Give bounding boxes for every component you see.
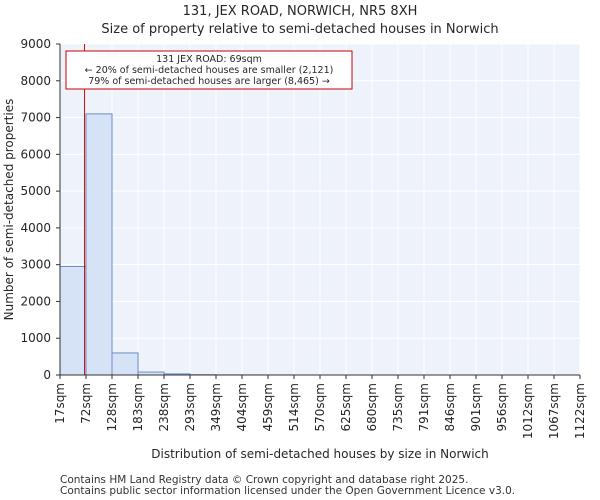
x-axis-label: Distribution of semi-detached houses by … [151, 447, 489, 461]
x-tick-label: 72sqm [79, 383, 93, 424]
x-tick-label: 238sqm [157, 383, 171, 431]
x-tick-label: 183sqm [131, 383, 145, 431]
x-tick-labels: 17sqm 72sqm 128sqm 183sqm 238sqm 293sqm 349sqm… [53, 375, 587, 439]
x-tick-label: 846sqm [443, 383, 457, 431]
y-tick-label: 7000 [20, 111, 51, 125]
x-tick-label: 349sqm [209, 383, 223, 431]
y-tick-label: 1000 [20, 331, 51, 345]
x-tick-label: 570sqm [313, 383, 327, 431]
x-tick-label: 1067sqm [547, 383, 561, 439]
y-axis-label: Number of semi-detached properties [2, 99, 16, 321]
footer-line-1: Contains HM Land Registry data © Crown c… [60, 474, 469, 486]
bars [59, 113, 295, 376]
annotation-border [65, 50, 353, 90]
annotation-line-3: 79% of semi-detached houses are larger (… [88, 76, 330, 87]
y-tick-labels: 0 1000 2000 3000 4000 5000 6000 7000 8000 9000 [20, 37, 60, 382]
x-tick-label: 735sqm [391, 383, 405, 431]
x-tick-label: 404sqm [235, 383, 249, 431]
x-tick-label: 514sqm [287, 383, 301, 431]
x-tick-label: 1122sqm [573, 383, 587, 439]
x-tick-label: 625sqm [339, 383, 353, 431]
footer-line-2: Contains public sector information licen… [60, 485, 516, 497]
y-tick-label: 2000 [20, 294, 51, 308]
y-tick-label: 3000 [20, 258, 51, 272]
y-tick-label: 9000 [20, 37, 51, 51]
histogram-bar [85, 113, 113, 376]
chart-subtitle: Size of property relative to semi-detach… [101, 22, 499, 37]
x-tick-label: 128sqm [105, 383, 119, 431]
x-tick-label: 459sqm [261, 383, 275, 431]
y-tick-label: 4000 [20, 221, 51, 235]
x-tick-label: 17sqm [53, 383, 67, 424]
x-tick-label: 791sqm [417, 383, 431, 431]
annotation-box: 131 JEX ROAD: 69sqm ← 20% of semi-detach… [65, 50, 353, 90]
y-tick-label: 6000 [20, 147, 51, 161]
y-tick-label: 8000 [20, 74, 51, 88]
annotation-line-1: 131 JEX ROAD: 69sqm [156, 54, 262, 65]
x-tick-label: 680sqm [365, 383, 379, 431]
grid-lines [59, 43, 581, 376]
histogram-bar [59, 266, 87, 376]
y-tick-label: 5000 [20, 184, 51, 198]
y-tick-label: 0 [43, 368, 51, 382]
histogram-bar [111, 352, 139, 376]
annotation-line-2: ← 20% of semi-detached houses are smalle… [85, 65, 334, 76]
chart-title: 131, JEX ROAD, NORWICH, NR5 8XH [182, 4, 418, 19]
x-tick-label: 901sqm [469, 383, 483, 431]
x-tick-label: 1012sqm [521, 383, 535, 439]
x-tick-label: 293sqm [183, 383, 197, 431]
x-tick-label: 956sqm [495, 383, 509, 431]
